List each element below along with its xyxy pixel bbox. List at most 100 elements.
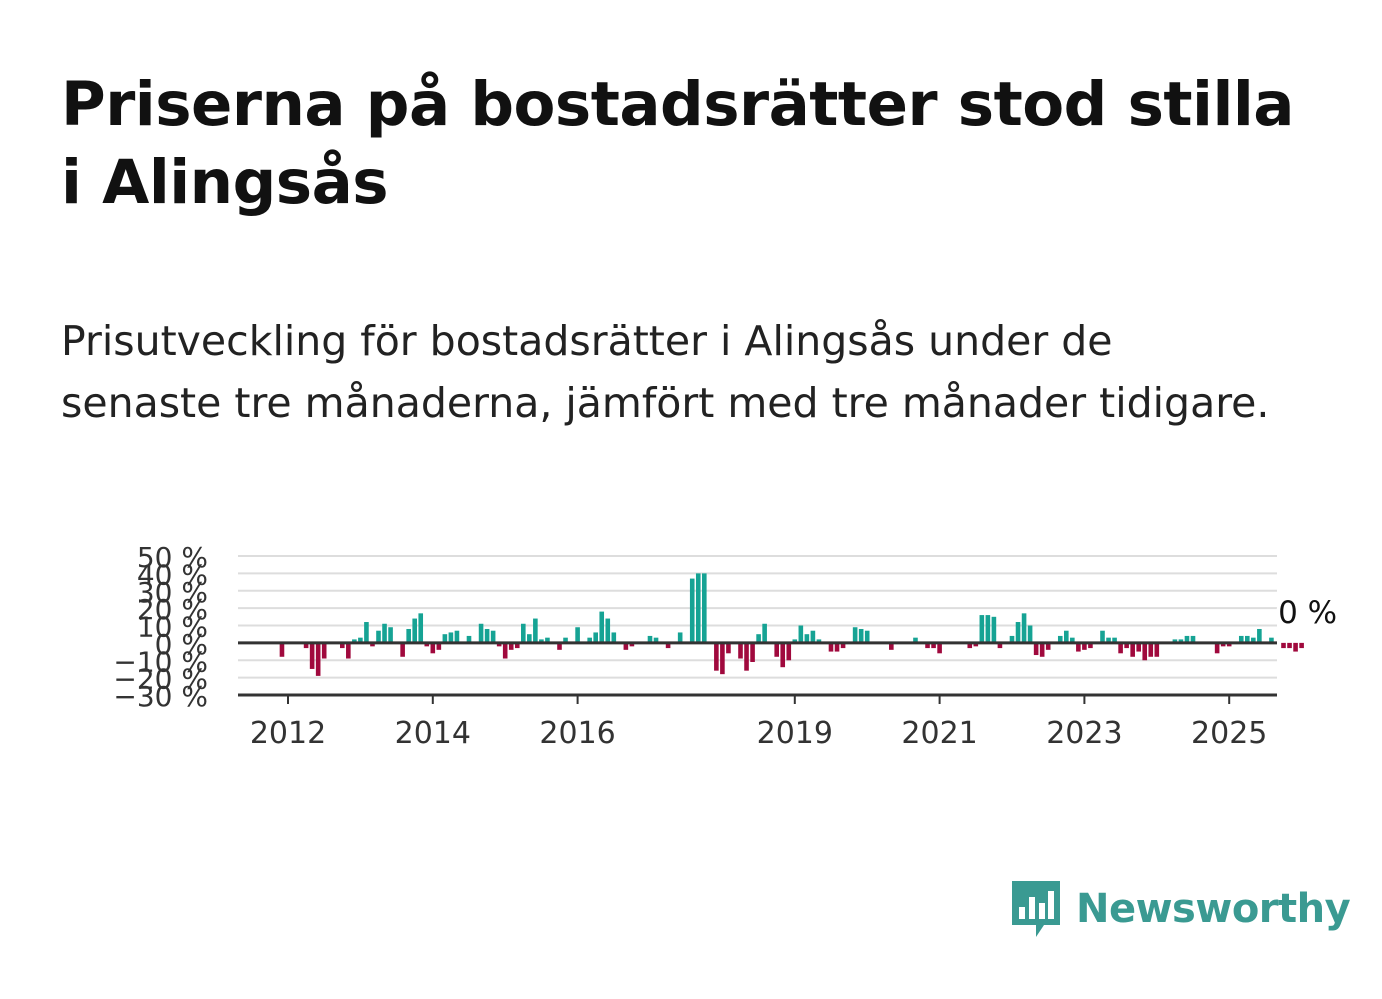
bar	[1015, 622, 1021, 643]
bar	[786, 642, 792, 661]
bar	[1136, 642, 1141, 652]
bar	[780, 642, 786, 668]
bar	[997, 642, 1003, 649]
y-tick-label: 10 %	[137, 611, 208, 644]
bar	[478, 623, 484, 643]
bar	[1118, 642, 1123, 654]
bar	[364, 622, 369, 643]
x-tick-label: 2016	[539, 716, 615, 751]
bar	[1281, 642, 1286, 649]
y-tick-label: 50 %	[137, 541, 208, 574]
bar	[1064, 630, 1069, 643]
bar	[810, 630, 816, 643]
bar	[925, 642, 930, 649]
bar	[1190, 635, 1196, 643]
y-tick-label: 0 %	[155, 628, 208, 661]
newsworthy-logo[interactable]: Newsworthy	[1010, 878, 1351, 940]
bar	[1039, 642, 1045, 657]
bar	[502, 642, 508, 659]
bar	[1009, 635, 1015, 643]
bar	[279, 642, 285, 657]
x-tick-label: 2014	[395, 716, 471, 751]
bar	[864, 630, 870, 643]
bar	[629, 642, 635, 647]
bar	[376, 630, 381, 643]
bar	[1178, 639, 1184, 643]
y-tick-label: 30 %	[137, 576, 208, 609]
bar	[798, 625, 804, 643]
bar	[418, 613, 424, 643]
bar	[1088, 642, 1093, 649]
bar	[720, 642, 725, 675]
bar	[521, 623, 526, 643]
bar	[315, 642, 321, 676]
bar	[913, 637, 918, 643]
y-tick-label: −10 %	[113, 645, 208, 678]
bar	[1045, 642, 1051, 650]
y-tick-label: 20 %	[137, 593, 208, 626]
bar	[1100, 630, 1105, 643]
bar	[1226, 642, 1232, 647]
y-tick-label: −20 %	[113, 663, 208, 696]
bar	[490, 630, 496, 643]
bar	[858, 628, 864, 643]
x-tick-label: 2023	[1046, 716, 1122, 751]
bar	[985, 615, 991, 643]
page-subtitle: Prisutveckling för bostadsrätter i Aling…	[61, 317, 1270, 427]
bar	[1172, 639, 1178, 643]
bar	[834, 642, 840, 652]
y-tick-label: 40 %	[137, 558, 208, 591]
bar	[750, 642, 755, 662]
bar	[400, 642, 405, 657]
bar	[527, 634, 532, 643]
x-tick-label: 2021	[901, 716, 977, 751]
bar	[533, 618, 538, 643]
bar	[1220, 642, 1226, 647]
x-tick-label: 2019	[757, 716, 833, 751]
bar	[321, 642, 327, 659]
bar	[804, 634, 810, 643]
bar	[496, 642, 502, 647]
bar	[358, 637, 363, 643]
bar	[382, 623, 387, 643]
bar	[1027, 625, 1033, 643]
bar	[466, 635, 472, 643]
bar	[430, 642, 436, 654]
bar	[1269, 637, 1274, 643]
bar	[714, 642, 719, 671]
bar	[593, 632, 598, 643]
bar	[563, 637, 568, 643]
bar	[653, 637, 659, 643]
bar	[1251, 637, 1256, 643]
bar	[424, 642, 430, 647]
bar	[744, 642, 749, 671]
bar	[738, 642, 743, 659]
bar	[508, 642, 514, 650]
bar	[647, 635, 653, 643]
page-title: Priserna på bostadsrätter stod stilla i …	[61, 69, 1294, 218]
x-tick-label: 2012	[250, 716, 326, 751]
bar	[677, 632, 683, 643]
bar	[1245, 635, 1250, 643]
bar	[889, 642, 894, 650]
bar	[539, 639, 544, 643]
bar	[1130, 642, 1135, 657]
bar	[695, 573, 701, 643]
bar	[792, 639, 798, 643]
bar	[967, 642, 973, 649]
bar	[756, 634, 761, 643]
bar	[991, 616, 997, 643]
brand-name: Newsworthy	[1076, 886, 1351, 932]
bar	[340, 642, 345, 649]
bar	[1124, 642, 1129, 649]
bar	[852, 627, 858, 643]
bar	[623, 642, 629, 650]
bar	[436, 642, 442, 650]
bar	[1299, 642, 1304, 649]
bar	[979, 615, 985, 643]
bar	[1112, 637, 1117, 643]
bar	[442, 634, 448, 643]
bar	[605, 618, 611, 643]
bar	[828, 642, 834, 652]
bar	[545, 637, 550, 643]
